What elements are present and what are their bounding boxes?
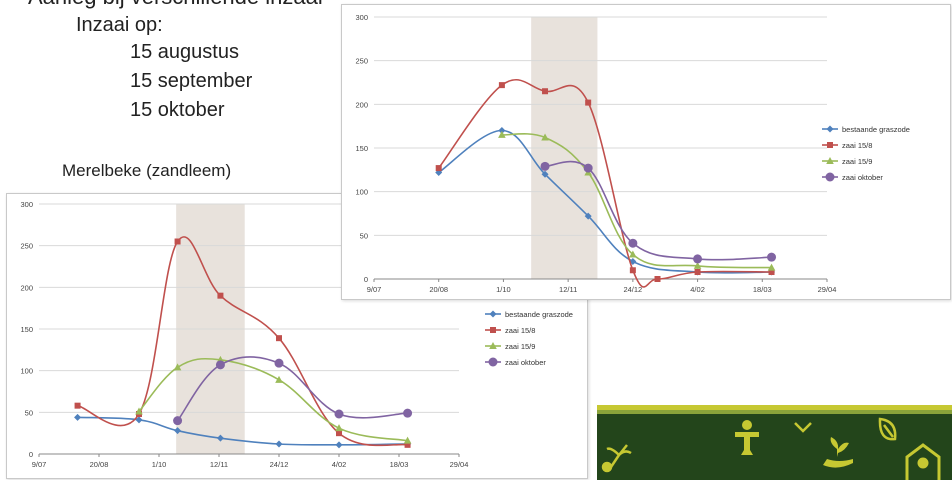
chart2-data-point [173,416,182,425]
chart2-legend-marker [490,327,496,333]
sowing-dates-list: 15 augustus 15 september 15 oktober [130,38,252,125]
chart2-data-point [276,441,283,448]
chart1-data-point [695,269,701,275]
banner-icons [597,405,952,480]
chart2-data-point [336,441,343,448]
chart1-data-point [767,253,776,262]
location-label: Merelbeke (zandleem) [62,161,231,181]
chart2-data-point [335,410,344,419]
chart1-data-point [630,267,636,273]
chart1-legend-entry: bestaande graszode [822,125,910,134]
chart2-data-point [275,376,283,383]
chart1-series-line [439,80,772,287]
chart2-y-tick-label: 250 [20,242,33,251]
chart2-y-tick-label: 150 [20,325,33,334]
chart1-legend-entry: zaai 15/9 [822,157,872,166]
chart1-data-point [585,100,591,106]
sowing-date-october: 15 oktober [130,96,252,125]
chart2-x-tick-label: 9/07 [32,460,47,469]
chart2-legend-label: bestaande graszode [505,310,573,319]
chart2-x-tick-label: 29/04 [450,460,469,469]
chart-second-location: 0 50 100 150 200 250 300 9/07 20/08 1/10 12/11 24/1… [341,4,951,300]
chart2-legend-entry: zaai 15/8 [485,326,535,335]
chart2-legend-label: zaai 15/9 [505,342,535,351]
chart2-legend-entry: bestaande graszode [485,310,573,319]
chart1-x-tick-label: 18/03 [753,285,772,294]
chart1-series-line [439,130,772,272]
inzaai-label: Inzaai op: [76,14,163,37]
chart1-data-point [628,239,637,248]
leaf-icon [880,419,895,439]
chart1-data-point [541,162,550,171]
chart1-legend-label: zaai 15/8 [842,141,872,150]
chart1-y-tick-label: 50 [360,231,368,240]
chart2-y-tick-label: 0 [29,450,33,459]
chart1-legend-entry: zaai oktober [822,173,883,183]
chart1-y-tick-label: 100 [355,188,368,197]
chart2-data-point [403,409,412,418]
chart2-x-tick-label: 18/03 [390,460,409,469]
chart1-data-point [584,164,593,173]
chart2-x-tick-label: 24/12 [270,460,289,469]
chart-second-location-svg: 0 50 100 150 200 250 300 9/07 20/08 1/10 12/11 24/1… [342,5,950,299]
chart2-x-tick-label: 20/08 [90,460,109,469]
chart1-legend-entry: zaai 15/8 [822,141,872,150]
sowing-date-september: 15 september [130,67,252,96]
chart1-data-point [499,82,505,88]
chart1-y-tick-label: 0 [364,275,368,284]
chart2-x-tick-label: 1/10 [152,460,167,469]
chart1-x-tick-label: 24/12 [623,285,642,294]
plant-hand-icon [823,437,853,468]
chart1-legend-marker [827,142,833,148]
sprout-icon [603,445,631,471]
chart1-legend-label: zaai oktober [842,173,883,182]
seedling-icon [795,423,811,431]
chart2-legend-marker [489,358,498,367]
chart1-y-tick-label: 150 [355,144,368,153]
chart2-data-point [74,414,81,421]
chart2-x-tick-label: 12/11 [210,460,228,469]
chart2-data-point [217,293,223,299]
chart1-y-tick-label: 250 [355,57,368,66]
chart2-data-point [75,403,81,409]
chart2-y-tick-label: 100 [20,367,33,376]
scarecrow-icon [735,420,759,455]
chart2-y-tick-label: 300 [20,200,33,209]
chart1-y-tick-label: 300 [355,13,368,22]
chart1-x-tick-label: 12/11 [559,285,577,294]
chart2-data-point [275,359,284,368]
chart1-data-point [693,254,702,263]
chart1-x-tick-label: 29/04 [818,285,837,294]
chart2-x-tick-label: 4/02 [332,460,347,469]
chart1-y-tick-label: 200 [355,100,368,109]
chart1-data-point [436,165,442,171]
chart1-x-tick-label: 20/08 [429,285,448,294]
chart1-series-1 [435,127,775,275]
chart2-y-tick-label: 200 [20,283,33,292]
chart1-data-point [542,88,548,94]
chart2-legend-marker [490,311,497,318]
chart1-x-tick-label: 1/10 [496,285,511,294]
chart1-data-point [655,276,661,282]
chart2-data-point [276,335,282,341]
chart2-legend-entry: zaai oktober [485,358,546,368]
chart1-x-tick-label: 4/02 [690,285,705,294]
chart2-y-tick-label: 50 [25,408,33,417]
chart2-legend-label: zaai oktober [505,358,546,367]
chart2-legend-entry: zaai 15/9 [485,342,535,351]
chart1-series-2 [436,80,775,287]
chart1-legend-label: bestaande graszode [842,125,910,134]
house-icon [907,445,939,480]
chart2-data-point [175,239,181,245]
chart1-legend-marker [826,173,835,182]
chart1-legend-marker [827,126,834,133]
slide-heading: Aanleg bij verschillende inzaai [28,0,323,10]
chart1-legend-label: zaai 15/9 [842,157,872,166]
chart2-legend-label: zaai 15/8 [505,326,535,335]
footer-banner [597,405,952,480]
chart2-data-point [216,360,225,369]
chart1-x-tick-label: 9/07 [367,285,382,294]
sowing-date-august: 15 augustus [130,38,252,67]
